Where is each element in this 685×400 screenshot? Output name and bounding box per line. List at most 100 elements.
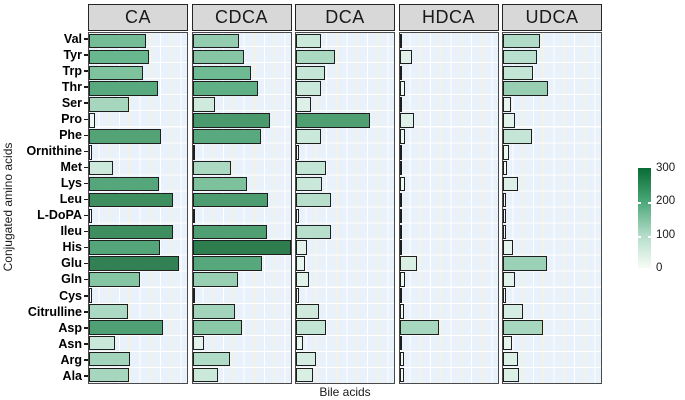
bar <box>399 272 405 287</box>
bar <box>399 224 403 240</box>
y-label-row: Cys <box>0 288 88 304</box>
bar-row <box>192 240 291 256</box>
bar-row <box>296 208 394 224</box>
y-tick-label: Val <box>63 31 82 46</box>
bar-row <box>89 65 187 81</box>
bar-row <box>296 65 394 81</box>
bar-row <box>296 128 394 144</box>
bar <box>192 208 196 224</box>
bar <box>296 240 308 255</box>
y-label-row: Gln <box>0 272 88 288</box>
bar <box>192 351 230 367</box>
y-tick-mark <box>84 262 88 265</box>
y-tick-label: Met <box>60 160 82 175</box>
y-tick-mark <box>84 150 88 153</box>
bar-row <box>399 288 498 304</box>
y-tick-mark <box>84 375 88 377</box>
bar-row <box>503 144 601 160</box>
bar-row <box>192 288 291 304</box>
bar <box>89 288 92 303</box>
bar-row <box>399 192 498 208</box>
bar-row <box>503 160 601 176</box>
bar <box>192 176 247 192</box>
y-tick-label: Trp <box>62 63 82 78</box>
y-label-row: Phe <box>0 127 88 143</box>
y-tick-mark <box>84 278 88 281</box>
bar-row <box>192 256 291 272</box>
facet-column-cdca: CDCA <box>191 4 292 384</box>
bar <box>399 129 406 144</box>
bar-row <box>89 49 187 65</box>
bar <box>503 288 506 303</box>
bar <box>296 304 319 319</box>
bar <box>192 367 218 383</box>
bar-row <box>399 351 498 367</box>
bar <box>89 256 180 271</box>
y-tick-label: Citrulline <box>27 304 82 319</box>
bar <box>399 160 403 176</box>
bar <box>296 351 316 367</box>
bar-row <box>503 97 601 113</box>
legend-tick-mark <box>648 235 651 238</box>
bar <box>503 192 506 208</box>
facet-panel <box>502 32 602 384</box>
bar <box>296 97 312 112</box>
y-tick-mark <box>84 295 88 297</box>
y-tick-label: Asn <box>58 336 82 351</box>
facet-panel <box>191 32 292 384</box>
facet-panel <box>398 32 499 384</box>
bar-row <box>399 319 498 335</box>
y-tick-label: Lys <box>60 176 82 191</box>
y-tick-label: Asp <box>58 320 82 335</box>
bar-row <box>89 144 187 160</box>
bar <box>503 208 506 224</box>
bar-row <box>503 128 601 144</box>
bar <box>296 65 325 81</box>
y-label-row: Ornithine <box>0 143 88 159</box>
bar <box>503 49 538 65</box>
y-tick-mark <box>84 134 88 137</box>
bar-row <box>399 256 498 272</box>
bar-row <box>503 81 601 97</box>
bar-row <box>89 192 187 208</box>
y-tick-label: Thr <box>61 79 82 94</box>
bar <box>399 240 403 255</box>
bar <box>399 113 414 128</box>
bar <box>399 335 403 351</box>
bar-row <box>503 65 601 81</box>
bar <box>89 320 163 335</box>
y-label-row: Tyr <box>0 47 88 63</box>
bar <box>296 129 322 144</box>
bar <box>503 176 519 192</box>
bar-row <box>503 303 601 319</box>
bar <box>399 81 405 96</box>
y-label-row: Asn <box>0 336 88 352</box>
bar-row <box>296 351 394 367</box>
y-tick-mark <box>84 102 88 104</box>
bar-row <box>503 240 601 256</box>
bar-row <box>89 367 187 383</box>
bar-row <box>89 81 187 97</box>
bar-row <box>89 351 187 367</box>
bar <box>296 145 299 160</box>
bar <box>503 145 509 160</box>
bar-row <box>89 208 187 224</box>
color-legend: 300 200 100 0 <box>636 162 685 281</box>
bar <box>89 335 115 351</box>
bar <box>503 335 512 351</box>
bar <box>296 224 332 240</box>
bar <box>399 145 403 160</box>
y-label-row: Lys <box>0 175 88 191</box>
bar <box>503 351 519 367</box>
bar <box>399 192 403 208</box>
bar-row <box>399 144 498 160</box>
legend-tick-mark <box>648 202 651 205</box>
bar <box>192 33 240 49</box>
bar <box>503 33 541 49</box>
bar <box>503 320 543 335</box>
bar <box>503 97 512 112</box>
y-tick-label: Ser <box>61 95 82 110</box>
y-tick-label: His <box>62 240 82 255</box>
y-label-row: Glu <box>0 256 88 272</box>
